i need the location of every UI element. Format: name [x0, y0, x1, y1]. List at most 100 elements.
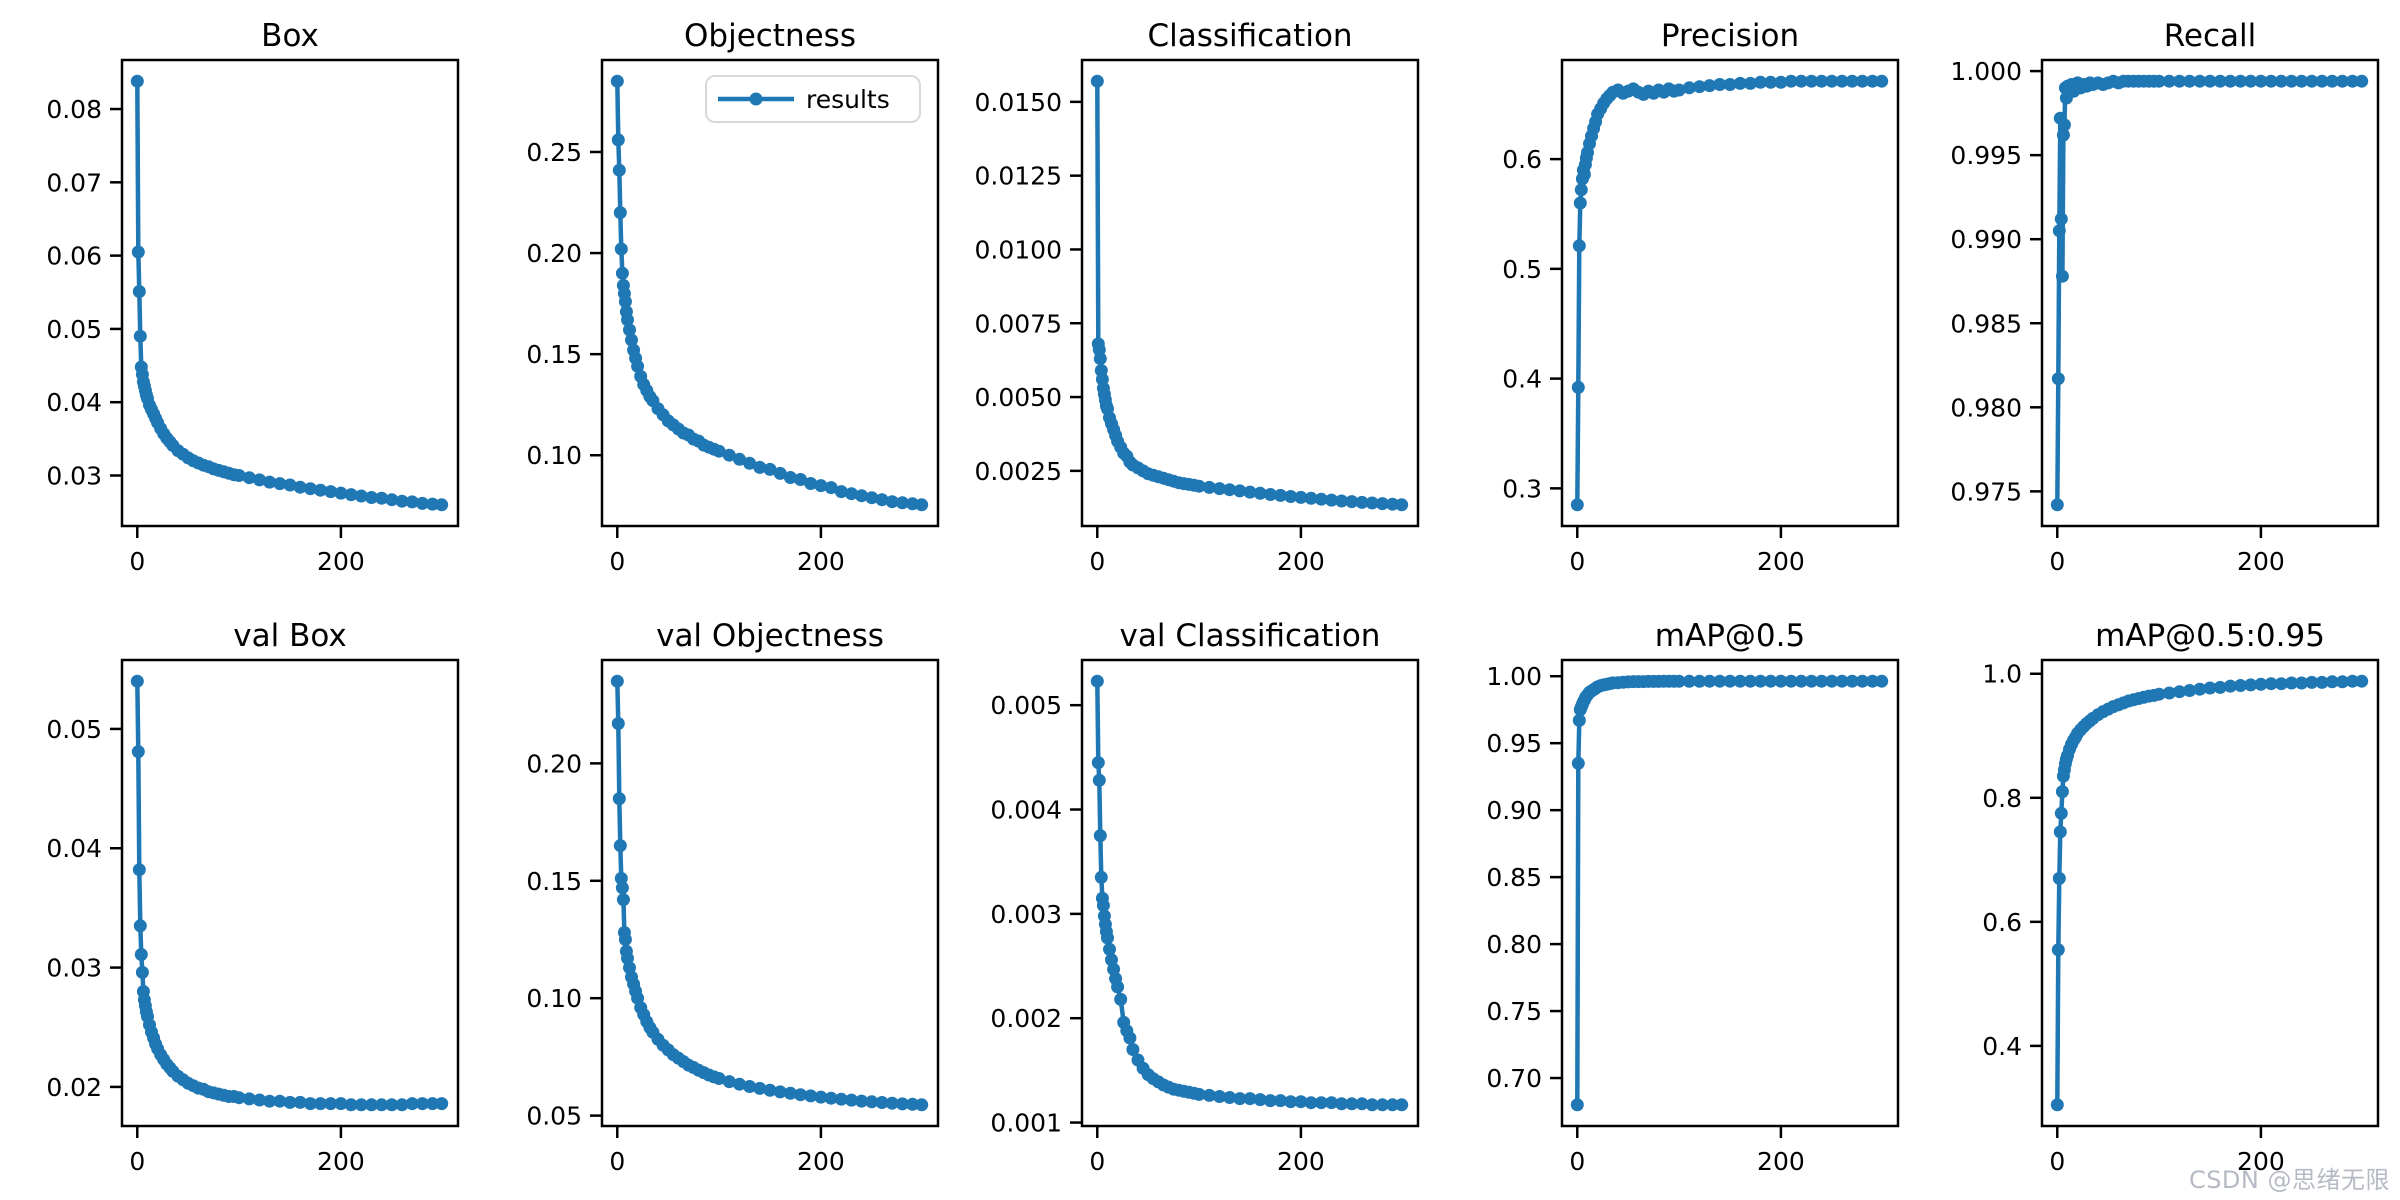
series-marker	[783, 1086, 797, 1100]
series-marker	[2162, 74, 2176, 88]
subplot-recall: Recall 0.975 0.980 0.985 0.990 0.995 1.000 0 200	[1950, 18, 2380, 576]
series-marker	[1672, 83, 1686, 97]
series-marker	[1243, 485, 1257, 499]
series-marker	[344, 488, 358, 502]
series-marker	[895, 496, 909, 510]
series-marker	[2050, 498, 2064, 512]
series-marker	[415, 1097, 429, 1111]
series-marker	[618, 933, 632, 946]
subplot-cell-precision: Precision 0.3 0.4 0.5 0.6 0 200	[1440, 0, 1920, 600]
series-marker	[283, 1095, 297, 1109]
series-marker	[334, 1097, 348, 1111]
series-marker	[1284, 1095, 1298, 1109]
series-line	[615, 78, 924, 508]
series-marker	[1577, 168, 1591, 181]
series-marker	[2274, 677, 2288, 691]
series-marker	[1815, 674, 1829, 688]
series-marker	[1091, 756, 1105, 770]
series-marker	[1233, 484, 1247, 498]
series-marker	[1835, 674, 1849, 688]
series-marker	[1355, 1097, 1369, 1111]
series-marker	[2325, 74, 2339, 88]
series-marker	[2050, 1098, 2064, 1112]
subplot-box: Box 0.03 0.04 0.05 0.06 0.07 0.08 0 200	[46, 18, 460, 576]
series-marker	[344, 1098, 358, 1112]
series-marker	[1355, 495, 1369, 509]
y-tick-label: 1.0	[1982, 660, 2022, 689]
series-markers	[1090, 74, 1409, 512]
series-marker	[2054, 806, 2068, 820]
series-marker	[1365, 1098, 1379, 1112]
plot-title: mAP@0.5:0.95	[2095, 618, 2325, 654]
series-marker	[131, 245, 145, 259]
x-tick-label: 0	[2049, 1147, 2065, 1176]
plot-title: Precision	[1661, 18, 1799, 54]
y-tick-label: 0.15	[526, 340, 582, 369]
series-marker	[845, 487, 858, 501]
series-marker	[1570, 1098, 1584, 1112]
plot-title: val Objectness	[656, 618, 884, 654]
series-marker	[1243, 1092, 1257, 1106]
series-marker	[2183, 74, 2197, 88]
series-marker	[1253, 1093, 1267, 1107]
series-marker	[2183, 684, 2197, 697]
series-marker	[1574, 183, 1588, 197]
series-marker	[1213, 1090, 1226, 1103]
series-marker	[1825, 674, 1839, 688]
series-marker	[618, 295, 632, 309]
series-marker	[1703, 674, 1717, 688]
subplot-objectness: Objectness 0.10 0.15 0.20 0.25 0 200 results	[526, 18, 940, 576]
series-marker	[2173, 74, 2186, 88]
y-tick-label: 0.0150	[975, 88, 1062, 117]
series-marker	[1335, 1097, 1349, 1111]
series-marker	[1855, 674, 1869, 688]
series-markers	[1570, 674, 1889, 1112]
series-marker	[834, 485, 848, 499]
series-marker	[1126, 1043, 1140, 1056]
series-marker	[273, 1094, 287, 1108]
series-marker	[1114, 992, 1128, 1006]
series-marker	[1325, 1096, 1338, 1110]
series-marker	[135, 965, 149, 979]
series-marker	[783, 471, 797, 484]
y-tick-label: 0.0075	[975, 309, 1062, 338]
series-marker	[2346, 74, 2359, 88]
subplot-val-box: val Box 0.02 0.03 0.04 0.05 0 200	[46, 618, 460, 1176]
x-tick-label: 0	[1089, 547, 1105, 576]
series-marker	[1202, 1088, 1216, 1102]
series-marker	[1794, 74, 1808, 88]
series-marker	[2315, 74, 2329, 88]
series-marker	[2051, 372, 2065, 386]
subplot-classification: Classification 0.0025 0.0050 0.0075 0.0100 0.…	[975, 18, 1420, 576]
series-marker	[804, 1089, 818, 1103]
y-tick-label: 0.70	[1486, 1064, 1542, 1093]
series-marker	[794, 1088, 807, 1102]
x-tick-label: 200	[317, 547, 365, 576]
series-marker	[2213, 74, 2227, 88]
series-marker	[1743, 674, 1757, 688]
plot-title: Objectness	[684, 18, 856, 54]
y-tick-label: 0.0100	[975, 235, 1062, 264]
subplot-val-classification: val Classification 0.001 0.002 0.003 0.004 0.…	[990, 618, 1420, 1176]
series-marker	[293, 1095, 307, 1109]
series-marker	[242, 471, 256, 485]
series-marker	[1754, 674, 1767, 688]
series-line	[1095, 678, 1404, 1108]
series-marker	[1571, 756, 1585, 770]
series-marker	[273, 477, 287, 491]
series-marker	[415, 496, 429, 510]
series-markers	[1090, 674, 1409, 1112]
series-marker	[1733, 76, 1747, 90]
x-tick-label: 0	[129, 547, 145, 576]
series-marker	[365, 491, 378, 504]
series-marker	[283, 478, 297, 492]
series-marker	[232, 469, 246, 482]
y-tick-label: 0.0125	[975, 162, 1062, 191]
series-marker	[324, 1097, 338, 1111]
subplot-cell-map-0-5: mAP@0.5 0.70 0.75 0.80 0.85 0.90 0.95 1.00 0 200	[1440, 600, 1920, 1200]
series-marker	[2152, 687, 2166, 701]
series-marker	[743, 456, 757, 470]
y-tick-label: 0.95	[1486, 729, 1542, 758]
series-marker	[865, 491, 879, 505]
